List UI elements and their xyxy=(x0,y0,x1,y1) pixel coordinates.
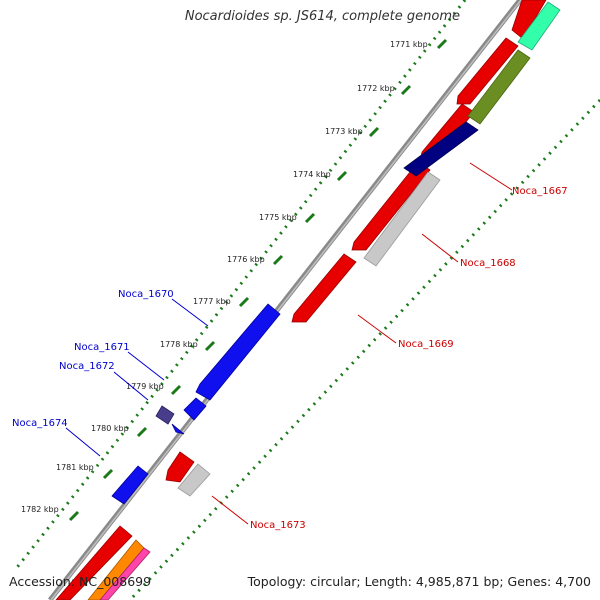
gene-label-noca-1669[interactable]: Noca_1669 xyxy=(398,339,454,350)
gene-arrow-noca-1668[interactable] xyxy=(351,161,431,251)
tick-label: 1776 kbp xyxy=(227,255,265,264)
genome-summary: Topology: circular; Length: 4,985,871 bp… xyxy=(247,574,591,589)
tick-marks xyxy=(68,38,448,522)
tick-mark xyxy=(170,384,182,396)
gene-block-noca-1673[interactable] xyxy=(177,463,211,497)
gene-arrow[interactable] xyxy=(55,525,133,600)
gene-label-noca-1672[interactable]: Noca_1672 xyxy=(59,361,115,372)
gene-arrow-noca-1671[interactable] xyxy=(183,397,207,421)
tick-mark xyxy=(336,170,348,182)
gene-block-noca-1667[interactable] xyxy=(403,121,479,177)
gene-block[interactable] xyxy=(517,1,561,51)
gene-label-noca-1670[interactable]: Noca_1670 xyxy=(118,289,174,300)
tick-mark xyxy=(68,510,80,522)
gene-label-noca-1667[interactable]: Noca_1667 xyxy=(512,186,568,197)
inner-genes xyxy=(87,1,561,600)
connector-noca-1671 xyxy=(127,351,165,381)
tick-label: 1777 kbp xyxy=(193,297,231,306)
forward-strand-genes xyxy=(55,0,551,600)
accession-text: Accession: NC_008699 xyxy=(9,574,152,589)
tick-mark xyxy=(136,426,148,438)
tick-label: 1780 kbp xyxy=(91,424,129,433)
tick-label: 1774 kbp xyxy=(293,170,331,179)
genome-title: Nocardioides sp. JS614, complete genome xyxy=(184,9,460,24)
label-connectors xyxy=(65,162,513,525)
connector-noca-1670 xyxy=(171,298,209,327)
inner-dotted-track xyxy=(128,98,600,600)
gene-block[interactable] xyxy=(467,49,531,125)
tick-mark xyxy=(436,38,448,50)
gene-block[interactable] xyxy=(87,539,145,600)
tick-mark xyxy=(400,84,412,96)
gene-label-noca-1671[interactable]: Noca_1671 xyxy=(74,342,130,353)
reverse-strand-genes xyxy=(111,303,281,505)
outer-dotted-track xyxy=(13,0,467,571)
tick-mark xyxy=(102,468,114,480)
tick-mark xyxy=(204,340,216,352)
tick-labels: 1771 kbp 1772 kbp 1773 kbp 1774 kbp 1775… xyxy=(21,40,428,514)
gene-arrow[interactable] xyxy=(171,423,185,435)
connector-noca-1668 xyxy=(421,233,459,263)
tick-mark xyxy=(272,254,284,266)
gene-label-noca-1674[interactable]: Noca_1674 xyxy=(12,418,68,429)
backbone-highlight xyxy=(50,0,522,600)
connector-noca-1674 xyxy=(65,427,101,457)
tick-label: 1782 kbp xyxy=(21,505,59,514)
tick-mark xyxy=(304,212,316,224)
connector-noca-1669 xyxy=(357,314,397,344)
gene-label-noca-1673[interactable]: Noca_1673 xyxy=(250,520,306,531)
tick-label: 1771 kbp xyxy=(390,40,428,49)
gene-block[interactable] xyxy=(99,547,151,600)
tick-label: 1773 kbp xyxy=(325,127,363,136)
gene-block-noca-1668[interactable] xyxy=(363,171,441,267)
tick-label: 1779 kbp xyxy=(126,382,164,391)
gene-arrow[interactable] xyxy=(456,37,519,105)
connector-noca-1673 xyxy=(211,495,249,525)
connector-noca-1672 xyxy=(113,371,149,401)
tick-label: 1772 kbp xyxy=(357,84,395,93)
gene-arrow-noca-1674[interactable] xyxy=(111,465,149,505)
gene-block-noca-1672[interactable] xyxy=(155,405,175,425)
genome-backbone xyxy=(48,0,522,600)
tick-label: 1781 kbp xyxy=(56,463,94,472)
gene-arrow-noca-1673[interactable] xyxy=(165,451,195,483)
connector-noca-1667 xyxy=(469,162,513,191)
gene-arrow-noca-1670[interactable] xyxy=(195,303,281,401)
tick-mark xyxy=(238,296,250,308)
tick-mark xyxy=(368,126,380,138)
gene-arrow-noca-1669[interactable] xyxy=(291,253,357,323)
tick-label: 1778 kbp xyxy=(160,340,198,349)
gene-label-noca-1668[interactable]: Noca_1668 xyxy=(460,258,516,269)
tick-label: 1775 kbp xyxy=(259,213,297,222)
gene-labels: Noca_1667 Noca_1668 Noca_1669 Noca_1673 … xyxy=(12,186,568,531)
